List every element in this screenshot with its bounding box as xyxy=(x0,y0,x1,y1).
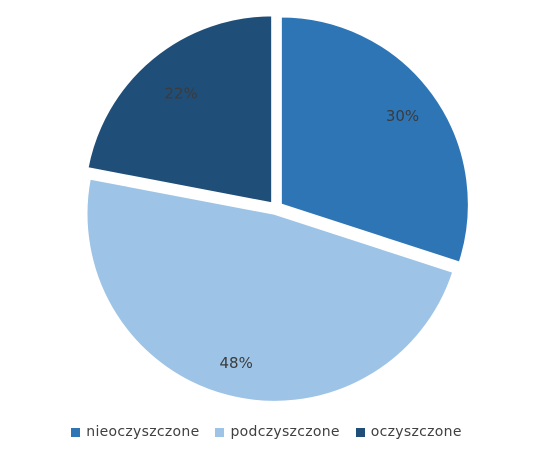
legend-swatch-podczyszczone xyxy=(215,427,225,437)
legend-label-oczyszczone: oczyszczone xyxy=(370,424,462,440)
pie-label-oczyszczone: 22% xyxy=(164,84,197,102)
pie-labels: 30% 48% 22% xyxy=(164,84,419,372)
pie-slice-nieoczyszczone xyxy=(279,15,470,264)
pie-slice-podczyszczone xyxy=(85,177,455,403)
legend-swatch-nieoczyszczone xyxy=(71,427,81,437)
legend-item-nieoczyszczone: nieoczyszczone xyxy=(71,424,199,440)
pie-slice-oczyszczone xyxy=(86,14,274,205)
pie-chart: 30% 48% 22% xyxy=(85,14,470,403)
legend-item-podczyszczone: podczyszczone xyxy=(215,424,339,440)
legend-label-nieoczyszczone: nieoczyszczone xyxy=(86,424,200,440)
legend: nieoczyszczone podczyszczone oczyszczone xyxy=(0,424,533,440)
legend-item-oczyszczone: oczyszczone xyxy=(355,424,462,440)
legend-swatch-oczyszczone xyxy=(355,427,365,437)
legend-label-podczyszczone: podczyszczone xyxy=(230,424,340,440)
pie-label-podczyszczone: 48% xyxy=(219,354,252,372)
pie-slices xyxy=(85,14,470,403)
pie-label-nieoczyszczone: 30% xyxy=(386,107,419,125)
